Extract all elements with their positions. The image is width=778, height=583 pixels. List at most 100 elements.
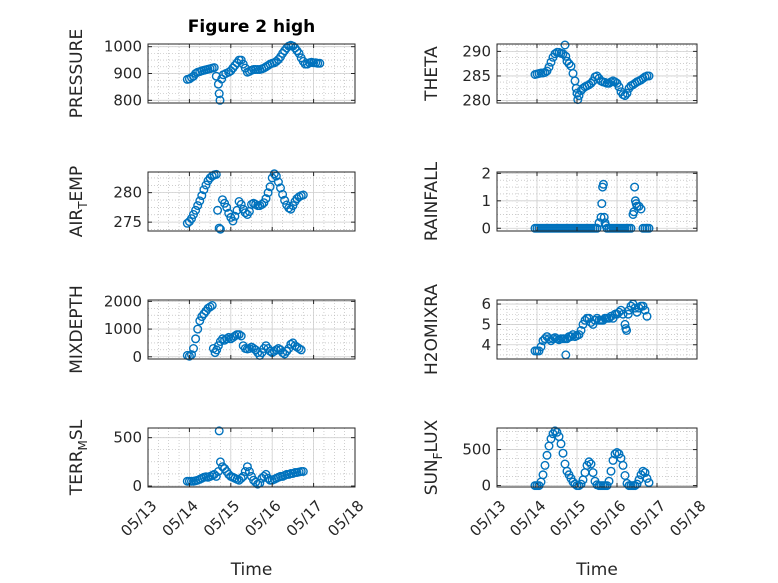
data-points xyxy=(182,301,306,361)
data-point xyxy=(620,91,630,101)
y-axis-label: TERRMSL xyxy=(67,419,90,496)
subplot-6: 4 5 6 H2OMIXRA xyxy=(422,284,698,375)
y-tick-label: 0 xyxy=(132,477,142,495)
axes-box xyxy=(496,299,698,360)
x-tick-label: 05/16 xyxy=(586,497,629,540)
data-point xyxy=(195,196,205,206)
y-tick-label: 280 xyxy=(113,184,142,202)
x-axis-label: Time xyxy=(575,560,618,580)
data-point xyxy=(222,202,232,212)
x-axis-label: Time xyxy=(230,560,273,580)
data-point xyxy=(230,211,240,221)
data-point xyxy=(265,182,275,192)
data-point xyxy=(215,457,225,467)
data-point xyxy=(201,180,211,190)
data-point xyxy=(273,177,283,187)
data-point xyxy=(193,201,203,211)
data-point xyxy=(546,57,556,67)
data-point xyxy=(588,468,598,478)
y-tick-label: 1000 xyxy=(104,38,142,56)
data-point xyxy=(597,199,607,209)
x-tick-label: 05/18 xyxy=(324,497,367,540)
data-point xyxy=(186,350,196,360)
data-point xyxy=(544,62,554,72)
chart-title: Figure 2 high xyxy=(188,17,316,37)
x-tick-label: 05/15 xyxy=(200,497,243,540)
subplot-1: 800 900 1000 PRESSURE Figure 2 high xyxy=(67,17,356,118)
data-point xyxy=(197,191,207,201)
data-point xyxy=(614,82,624,92)
data-point xyxy=(302,59,312,69)
data-point xyxy=(604,313,614,323)
x-tick-label: 05/16 xyxy=(241,497,284,540)
data-point xyxy=(640,305,650,315)
data-point xyxy=(592,223,602,233)
data-point xyxy=(561,51,571,61)
data-points xyxy=(182,426,308,489)
y-tick-label: 0 xyxy=(132,348,142,366)
axes-box xyxy=(496,43,698,104)
grid xyxy=(496,300,698,359)
data-point xyxy=(570,479,580,489)
data-point xyxy=(222,334,232,344)
data-points xyxy=(530,40,654,105)
y-tick-label: 0 xyxy=(481,219,491,237)
y-tick-label: 5 xyxy=(481,315,491,333)
data-point xyxy=(195,316,205,326)
data-point xyxy=(230,331,240,341)
y-tick-label: 2 xyxy=(481,164,491,182)
data-point xyxy=(215,224,225,234)
y-tick-label: 0 xyxy=(481,477,491,495)
data-point xyxy=(622,88,632,98)
data-point xyxy=(622,326,632,336)
data-point xyxy=(644,71,654,81)
y-tick-label: 6 xyxy=(481,295,491,313)
data-point xyxy=(214,426,224,436)
y-tick-label: 800 xyxy=(113,91,142,109)
data-point xyxy=(294,48,304,58)
x-tick-label: 05/14 xyxy=(506,497,549,540)
data-point xyxy=(584,457,594,467)
y-tick-label: 4 xyxy=(481,336,491,354)
y-axis-label: THETA xyxy=(422,46,442,102)
data-point xyxy=(213,205,223,215)
y-tick-label: 1000 xyxy=(104,320,142,338)
data-point xyxy=(638,466,648,476)
data-point xyxy=(188,344,198,354)
data-point xyxy=(636,204,646,214)
data-point xyxy=(212,345,222,355)
data-point xyxy=(298,190,308,200)
data-point xyxy=(626,223,636,233)
data-point xyxy=(251,477,261,487)
axes-box xyxy=(496,171,698,232)
data-point xyxy=(642,473,652,483)
data-point xyxy=(610,449,620,459)
data-point xyxy=(296,345,306,355)
x-tick-label: 05/14 xyxy=(159,497,202,540)
data-point xyxy=(604,476,614,486)
data-point xyxy=(315,58,325,68)
grid xyxy=(147,172,356,231)
data-point xyxy=(207,301,217,311)
data-point xyxy=(234,330,244,340)
data-point xyxy=(214,89,224,99)
data-points xyxy=(530,179,654,233)
y-tick-label: 275 xyxy=(113,213,142,231)
y-tick-label: 500 xyxy=(113,429,142,447)
data-point xyxy=(634,201,644,211)
grid xyxy=(147,428,356,487)
data-point xyxy=(244,467,254,477)
data-point xyxy=(556,439,566,449)
data-point xyxy=(570,76,580,86)
y-axis-label: H2OMIXRA xyxy=(422,284,442,375)
data-point xyxy=(213,341,223,351)
data-point xyxy=(544,441,554,451)
data-point xyxy=(242,462,252,472)
data-point xyxy=(644,223,654,233)
data-point xyxy=(199,185,209,195)
x-tick-label: 05/13 xyxy=(117,497,160,540)
data-point xyxy=(568,330,578,340)
subplot-3: 275 280 AIRTEMP xyxy=(67,166,356,237)
